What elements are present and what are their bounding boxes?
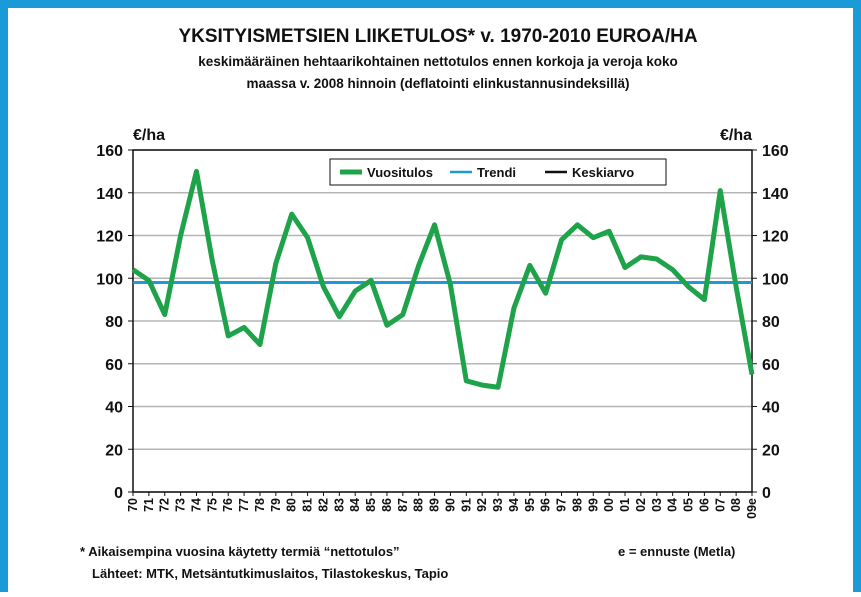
y2-axis-label: €/ha (720, 127, 752, 144)
x-tick-label: 73 (174, 498, 188, 512)
x-tick-label: 96 (539, 498, 553, 512)
x-tick-label: 94 (507, 498, 521, 512)
plot-border (132, 149, 753, 493)
x-tick-label: 88 (412, 498, 426, 512)
x-tick-label: 09e (745, 498, 759, 519)
legend-label: Trendi (477, 165, 516, 180)
y-tick-label: 140 (96, 186, 123, 203)
x-tick-label: 70 (126, 498, 140, 512)
footnote: e = ennuste (Metla) (618, 544, 735, 559)
subtitle: maassa v. 2008 hinnoin (deflatointi elin… (246, 76, 629, 91)
x-tick-label: 72 (158, 498, 172, 512)
x-tick-label: 82 (316, 498, 330, 512)
x-tick-label: 92 (475, 498, 489, 512)
x-tick-label: 90 (443, 498, 457, 512)
y2-tick-label: 80 (762, 314, 780, 331)
x-tick-label: 02 (634, 498, 648, 512)
y2-tick-label: 60 (762, 357, 780, 374)
x-tick-label: 99 (586, 498, 600, 512)
x-tick-label: 98 (570, 498, 584, 512)
x-tick-label: 75 (205, 498, 219, 512)
x-tick-label: 78 (253, 498, 267, 512)
x-tick-label: 74 (189, 498, 203, 512)
legend-label: Keskiarvo (572, 165, 634, 180)
footnote: * Aikaisempina vuosina käytetty termiä “… (80, 544, 400, 559)
x-tick-label: 79 (269, 498, 283, 512)
x-tick-label: 03 (650, 498, 664, 512)
x-tick-label: 01 (618, 498, 632, 512)
x-tick-label: 93 (491, 498, 505, 512)
x-tick-label: 71 (142, 498, 156, 512)
x-tick-label: 97 (555, 498, 569, 512)
x-tick-label: 07 (713, 498, 727, 512)
legend-box (329, 158, 667, 186)
x-tick-label: 08 (729, 498, 743, 512)
y-tick-label: 40 (105, 400, 123, 417)
y2-tick-label: 120 (762, 229, 789, 246)
x-tick-label: 87 (396, 498, 410, 512)
y2-tick-label: 20 (762, 442, 780, 459)
y-tick-label: 60 (105, 357, 123, 374)
y-tick-label: 80 (105, 314, 123, 331)
y2-tick-label: 0 (762, 485, 771, 502)
y-tick-label: 20 (105, 442, 123, 459)
x-tick-label: 83 (332, 498, 346, 512)
x-tick-label: 85 (364, 498, 378, 512)
legend-label: Vuositulos (367, 165, 433, 180)
subtitle: keskimääräinen hehtaarikohtainen nettotu… (198, 54, 677, 69)
y-tick-label: 120 (96, 229, 123, 246)
y-tick-label: 160 (96, 143, 123, 160)
x-tick-label: 86 (380, 498, 394, 512)
y2-tick-label: 40 (762, 400, 780, 417)
x-tick-label: 77 (237, 498, 251, 512)
y2-tick-label: 140 (762, 186, 789, 203)
x-tick-label: 89 (428, 498, 442, 512)
x-tick-label: 81 (301, 498, 315, 512)
x-tick-label: 76 (221, 498, 235, 512)
y-tick-label: 100 (96, 271, 123, 288)
x-tick-label: 05 (682, 498, 696, 512)
x-tick-label: 00 (602, 498, 616, 512)
y-tick-label: 0 (114, 485, 123, 502)
series-line (131, 168, 755, 390)
x-tick-label: 04 (666, 498, 680, 512)
y-axis-label: €/ha (133, 127, 165, 144)
footnote: Lähteet: MTK, Metsäntutkimuslaitos, Tila… (92, 566, 448, 581)
x-tick-label: 95 (523, 498, 537, 512)
y2-tick-label: 160 (762, 143, 789, 160)
y2-tick-label: 100 (762, 271, 789, 288)
x-tick-label: 84 (348, 498, 362, 512)
x-tick-label: 06 (697, 498, 711, 512)
chart-title: YKSITYISMETSIEN LIIKETULOS* v. 1970-2010… (178, 26, 697, 47)
x-tick-label: 91 (459, 498, 473, 512)
x-tick-label: 80 (285, 498, 299, 512)
